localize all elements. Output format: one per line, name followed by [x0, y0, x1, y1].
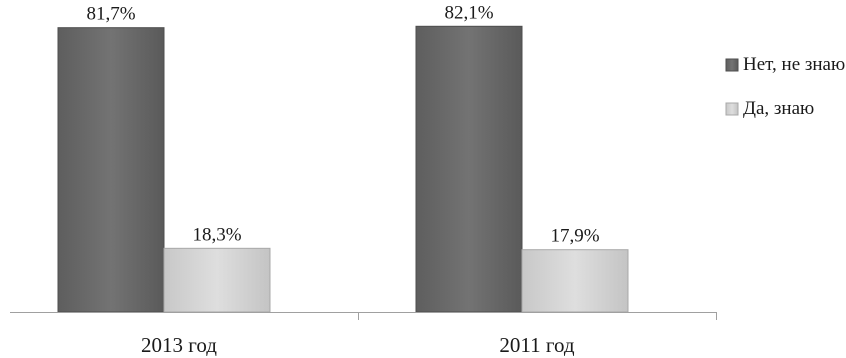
legend-swatch-0: [725, 58, 739, 72]
legend: Нет, не знаю Да, знаю: [725, 54, 845, 119]
bar-no-0: [57, 27, 165, 313]
data-label-no-1: 82,1%: [444, 2, 493, 23]
bars-group: [57, 25, 629, 313]
data-label-no-0: 81,7%: [86, 4, 135, 25]
legend-swatch-1: [725, 102, 739, 116]
x-tick-label-0: 2013 год: [141, 333, 217, 357]
bar-yes-1: [521, 249, 629, 313]
x-tick-label-1: 2011 год: [499, 333, 574, 357]
data-label-yes-1: 17,9%: [550, 226, 599, 247]
data-label-yes-0: 18,3%: [192, 224, 241, 245]
bar-no-1: [415, 25, 523, 313]
data-labels: 81,7% 18,3% 82,1% 17,9%: [86, 2, 599, 246]
legend-label-0: Нет, не знаю: [743, 54, 845, 75]
bar-yes-0: [163, 247, 271, 313]
x-axis: 2013 год 2011 год: [10, 312, 717, 357]
legend-label-1: Да, знаю: [743, 98, 814, 119]
